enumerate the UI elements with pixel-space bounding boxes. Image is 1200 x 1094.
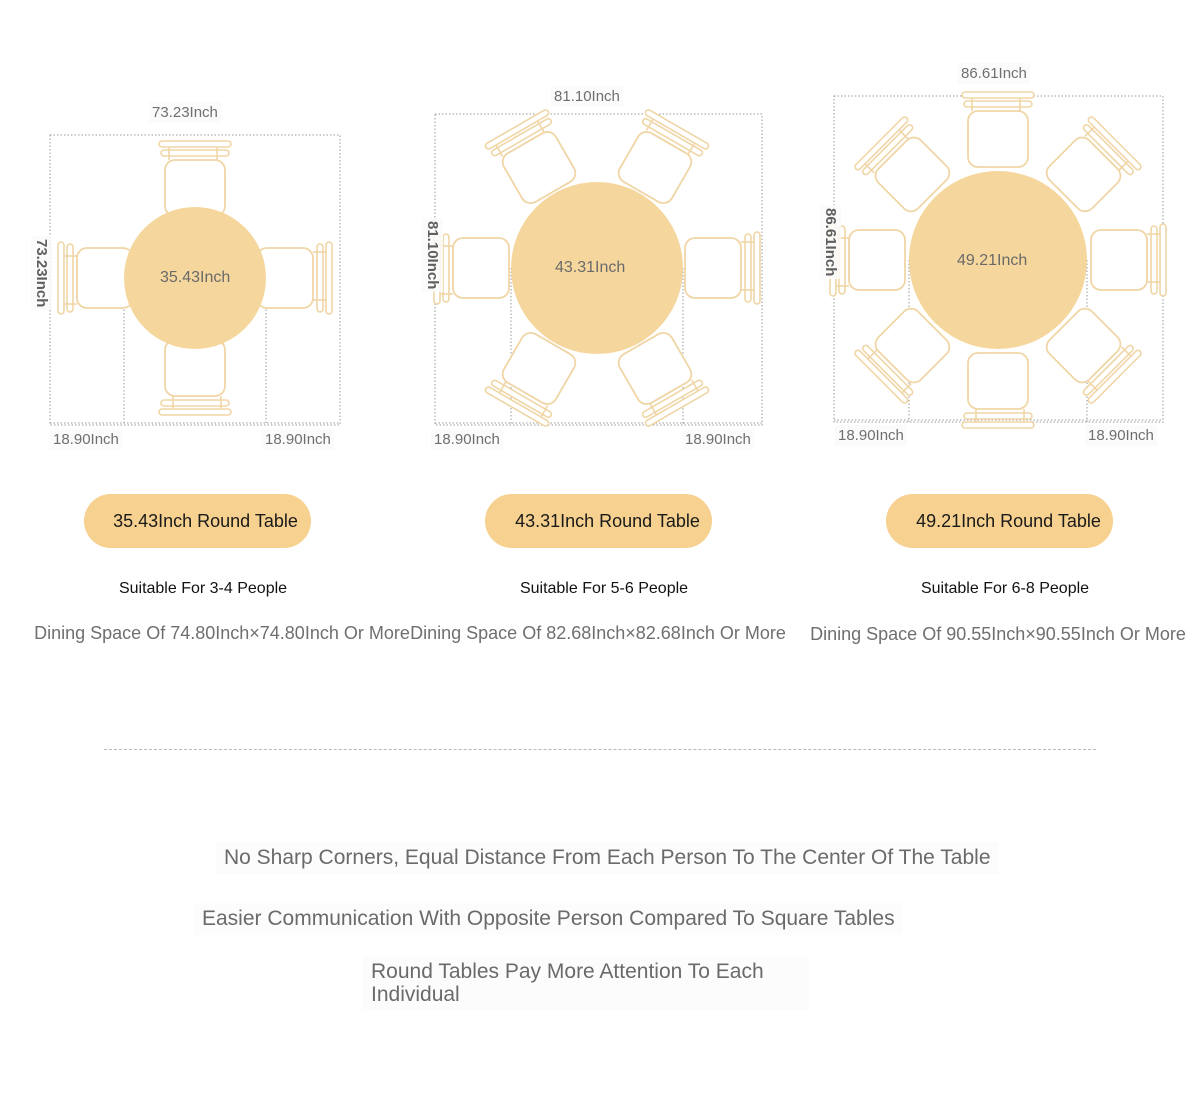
table3-right-clearance: 18.90Inch: [1085, 425, 1157, 446]
benefit-easier-communication: Easier Communication With Opposite Perso…: [194, 903, 903, 935]
table2-dining-space: Dining Space Of 82.68Inch×82.68Inch Or M…: [410, 623, 786, 643]
table3-diameter-label: 49.21Inch: [957, 252, 1028, 269]
table3-left-clearance: 18.90Inch: [835, 425, 907, 446]
table2-round-top: [511, 182, 683, 354]
table3-chair-1: [1090, 223, 1167, 297]
table1-chair-2: [158, 339, 232, 416]
table1-width-label: 73.23Inch: [149, 102, 221, 123]
table1-chair-4: [158, 140, 232, 217]
table2-chair-5: [484, 109, 577, 205]
table3-suitable-text: Suitable For 6-8 People: [920, 580, 1090, 597]
table2-right-clearance: 18.90Inch: [682, 429, 754, 450]
table3-dining-space: Dining Space Of 90.55Inch×90.55Inch Or M…: [810, 624, 1186, 644]
table2-width-label: 81.10Inch: [551, 86, 623, 107]
table1-diameter-label: 35.43Inch: [160, 269, 231, 286]
table1-chair-3: [57, 241, 134, 315]
table3-chair-5: [829, 223, 906, 297]
table2-suitable-text: Suitable For 5-6 People: [519, 580, 689, 597]
table2-height-label: 81.10Inch: [422, 218, 443, 293]
table1-suitable-text: Suitable For 3-4 People: [118, 580, 288, 597]
table3-height-label: 86.61Inch: [820, 205, 841, 280]
benefit-attention-individual: Round Tables Pay More Attention To Each …: [363, 956, 809, 1010]
table2-diameter-label: 43.31Inch: [555, 259, 626, 276]
table3-chair-7: [961, 91, 1035, 168]
table3-round-top: [909, 171, 1087, 349]
table2-chair-1: [684, 231, 761, 305]
section-divider: [104, 749, 1096, 750]
table3-size-pill: 49.21Inch Round Table: [886, 494, 1113, 548]
table2-chair-2: [617, 331, 710, 427]
benefit-no-sharp-corners: No Sharp Corners, Equal Distance From Ea…: [216, 842, 999, 874]
table1-chair-1: [256, 241, 333, 315]
table3-chair-6: [854, 116, 951, 213]
table2-left-clearance: 18.90Inch: [431, 429, 503, 450]
table3-width-label: 86.61Inch: [958, 63, 1030, 84]
table1-round-top: [124, 207, 266, 349]
table3-chair-3: [961, 352, 1035, 429]
table1-size-pill: 35.43Inch Round Table: [84, 494, 311, 548]
table2-chair-6: [617, 109, 710, 205]
table1-dining-space: Dining Space Of 74.80Inch×74.80Inch Or M…: [34, 623, 410, 643]
table2-size-pill: 43.31Inch Round Table: [485, 494, 712, 548]
table3-chair-8: [1045, 116, 1142, 213]
table-layout-diagrams: [49, 91, 1167, 429]
table1-left-clearance: 18.90Inch: [50, 429, 122, 450]
table2-chair-3: [484, 331, 577, 427]
table3-chair-2: [1045, 307, 1142, 404]
table1-right-clearance: 18.90Inch: [262, 429, 334, 450]
table3-chair-4: [854, 307, 951, 404]
table2-chair-4: [433, 231, 510, 305]
table1-height-label: 73.23Inch: [31, 236, 52, 311]
